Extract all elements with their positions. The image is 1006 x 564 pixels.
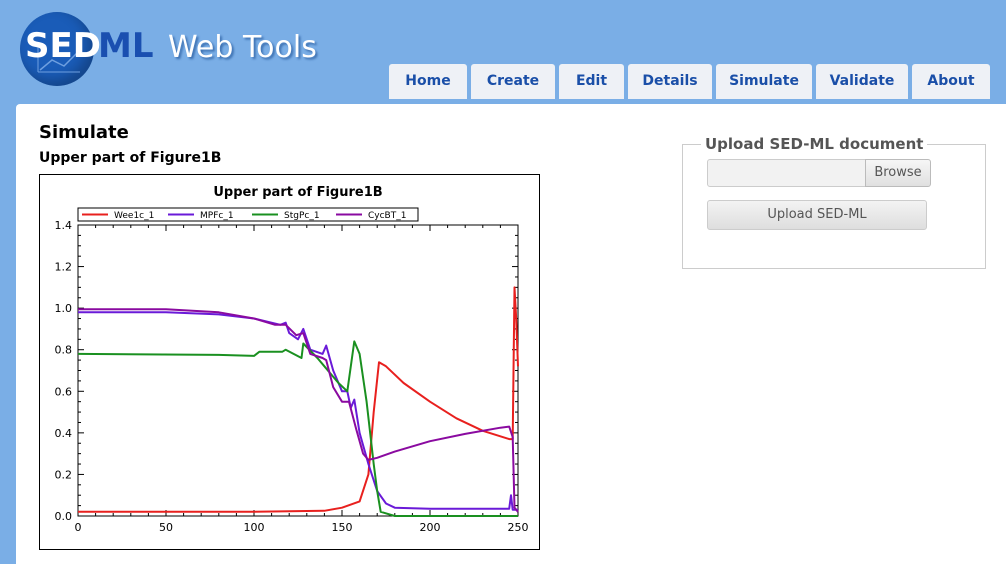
upload-form: Upload SED-ML document Browse Upload SED… xyxy=(682,135,986,269)
y-tick-label: 0.6 xyxy=(55,385,73,398)
x-tick-label: 50 xyxy=(159,521,173,534)
y-tick-label: 1.4 xyxy=(55,219,73,232)
logo[interactable]: SED ML Web Tools xyxy=(20,10,340,90)
x-tick-label: 0 xyxy=(75,521,82,534)
tab-edit[interactable]: Edit xyxy=(559,64,624,99)
y-tick-label: 1.2 xyxy=(55,261,73,274)
series-line-StgPc_1 xyxy=(77,340,518,517)
tab-home[interactable]: Home xyxy=(389,64,467,99)
y-tick-label: 0.0 xyxy=(55,510,73,523)
tab-simulate[interactable]: Simulate xyxy=(716,64,812,99)
x-tick-label: 250 xyxy=(508,521,529,534)
upload-button[interactable]: Upload SED-ML xyxy=(707,200,927,230)
tab-validate[interactable]: Validate xyxy=(816,64,908,99)
line-chart: Upper part of Figure1B 0.0 0.2 0.4 0.6 0.8 1.0… xyxy=(55,185,529,534)
y-tick-label: 1.0 xyxy=(55,302,73,315)
logo-ml-text: ML xyxy=(98,26,154,66)
x-tick-label: 200 xyxy=(420,521,441,534)
plot-frame xyxy=(77,224,519,517)
logo-tagline: Web Tools xyxy=(168,30,317,65)
browse-button[interactable]: Browse xyxy=(865,159,931,187)
legend-label: StgPc_1 xyxy=(284,211,320,221)
legend-label: MPFc_1 xyxy=(200,211,234,221)
logo-sed-text: SED xyxy=(25,26,101,66)
y-tick-label: 0.4 xyxy=(55,427,73,440)
logo-graph-icon xyxy=(37,46,80,73)
tab-create[interactable]: Create xyxy=(471,64,555,99)
y-tick-label: 0.8 xyxy=(55,344,73,357)
tab-details[interactable]: Details xyxy=(628,64,712,99)
logo-circle-icon xyxy=(20,12,94,86)
y-tick-label: 0.2 xyxy=(55,468,73,481)
legend-label: Wee1c_1 xyxy=(114,211,154,221)
tab-about[interactable]: About xyxy=(912,64,990,99)
page-subtitle: Upper part of Figure1B xyxy=(39,150,222,166)
series-line-MPFc_1 xyxy=(78,311,518,511)
chart-title: Upper part of Figure1B xyxy=(213,185,382,200)
content-panel: Simulate Upper part of Figure1B Upper pa… xyxy=(16,104,1006,564)
legend-box xyxy=(77,207,419,222)
file-input[interactable] xyxy=(707,159,867,187)
chart-container: Upper part of Figure1B 0.0 0.2 0.4 0.6 0.8 1.0… xyxy=(39,174,540,550)
upload-legend: Upload SED-ML document xyxy=(701,135,928,153)
x-tick-label: 100 xyxy=(244,521,265,534)
x-tick-label: 150 xyxy=(332,521,353,534)
main-nav: Home Create Edit Details Simulate Valida… xyxy=(389,64,994,100)
page-title: Simulate xyxy=(39,122,129,143)
series-line-Wee1c_1 xyxy=(78,286,519,513)
series-line-CycBT_1 xyxy=(78,308,519,513)
legend-label: CycBT_1 xyxy=(368,211,406,221)
